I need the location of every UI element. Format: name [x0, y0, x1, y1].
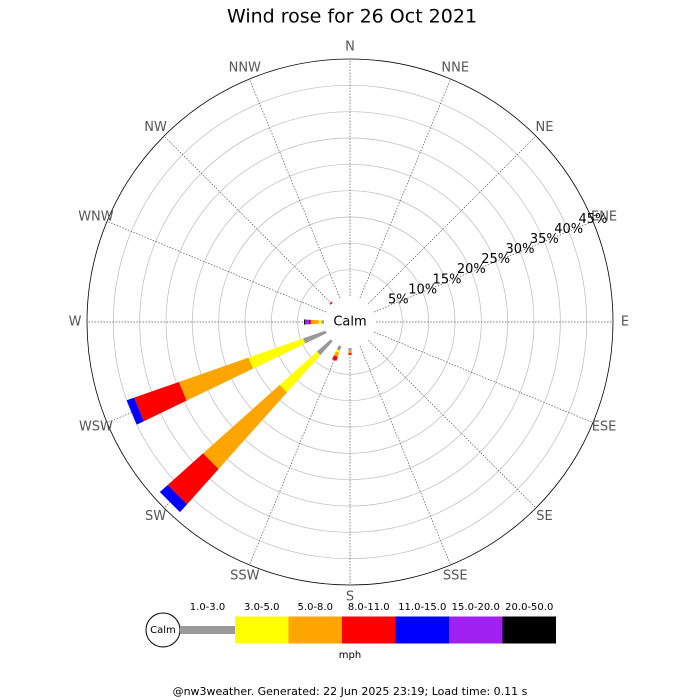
wedge: [348, 353, 352, 355]
legend-label: 20.0-50.0: [505, 602, 553, 613]
direction-label: ENE: [591, 209, 617, 224]
wedge: [310, 319, 319, 325]
r-tick-label: 45%: [579, 212, 608, 227]
direction-label: WSW: [79, 420, 113, 435]
direction-label: E: [621, 315, 629, 330]
legend-label: 8.0-11.0: [348, 602, 390, 613]
legend-swatch: [502, 616, 556, 644]
calm-circle: [328, 300, 372, 344]
r-tick-label: 25%: [481, 252, 510, 267]
r-tick-label: 30%: [506, 242, 535, 257]
legend-label: 1.0-3.0: [190, 602, 225, 613]
spoke: [368, 340, 537, 509]
spoke: [249, 345, 341, 566]
legend-label: 5.0-8.0: [298, 602, 333, 613]
direction-label: WNW: [78, 209, 114, 224]
wedge: [348, 350, 352, 354]
spoke: [163, 135, 332, 304]
wedge: [336, 345, 342, 351]
legend-label: 11.0-15.0: [398, 602, 446, 613]
wedge: [329, 301, 333, 305]
wedge: [248, 338, 306, 369]
direction-label: SSE: [443, 569, 468, 584]
r-tick-label: 40%: [554, 222, 583, 237]
wedge: [348, 347, 352, 351]
wedge: [318, 320, 322, 324]
legend-swatch: [395, 616, 449, 644]
grid-ring: [270, 242, 430, 402]
direction-label: ESE: [592, 420, 617, 435]
direction-label: SSW: [230, 569, 260, 584]
spoke: [249, 78, 341, 299]
direction-label: NW: [144, 120, 167, 135]
wedge: [309, 319, 311, 325]
grid-ring: [191, 163, 509, 481]
direction-label: SW: [145, 509, 166, 524]
wedge: [178, 357, 254, 401]
direction-label: NE: [535, 120, 553, 135]
wedge: [316, 339, 333, 356]
legend-swatch: [288, 616, 342, 644]
grid-ring: [86, 58, 614, 586]
wedge: [126, 397, 144, 425]
legend-swatch: [449, 616, 503, 644]
grid-ring: [297, 269, 403, 375]
center-label: Calm: [333, 315, 366, 330]
spoke: [359, 78, 451, 299]
wedge: [303, 330, 327, 344]
wedge: [279, 351, 321, 393]
r-tick-label: 5%: [388, 292, 409, 307]
wedge: [308, 319, 310, 325]
wedge: [134, 381, 187, 422]
spoke: [359, 345, 451, 566]
wedge: [335, 349, 341, 354]
footer: @nw3weather. Generated: 22 Jun 2025 23:1…: [173, 685, 528, 698]
direction-label: S: [346, 590, 354, 605]
wedge: [304, 319, 306, 325]
wedge: [333, 351, 340, 357]
legend-label: 15.0-20.0: [452, 602, 500, 613]
spoke: [368, 135, 537, 304]
spoke: [373, 221, 594, 313]
direction-label: W: [69, 315, 82, 330]
legend-swatch: [235, 616, 289, 644]
wedge: [305, 319, 309, 325]
spoke: [106, 221, 327, 313]
legend-calm-label: Calm: [150, 625, 176, 636]
unit-label: mph: [339, 650, 361, 661]
direction-label: NNE: [441, 60, 469, 75]
direction-label: NNW: [229, 60, 261, 75]
wedge: [167, 453, 219, 505]
legend-swatch: [180, 626, 235, 634]
direction-label: SE: [536, 509, 552, 524]
r-tick-label: 35%: [530, 232, 559, 247]
grid-ring: [165, 137, 535, 507]
chart-title: Wind rose for 26 Oct 2021: [227, 6, 477, 28]
r-tick-label: 20%: [457, 262, 486, 277]
spoke: [373, 331, 594, 423]
direction-label: N: [345, 40, 355, 55]
r-tick-label: 10%: [408, 282, 437, 297]
wedge: [203, 384, 288, 469]
wedge: [332, 355, 338, 361]
legend-label: 3.0-5.0: [244, 602, 279, 613]
r-tick-label: 15%: [433, 272, 462, 287]
legend-swatch: [342, 616, 396, 644]
wedge: [321, 320, 325, 324]
wedge: [159, 485, 187, 513]
